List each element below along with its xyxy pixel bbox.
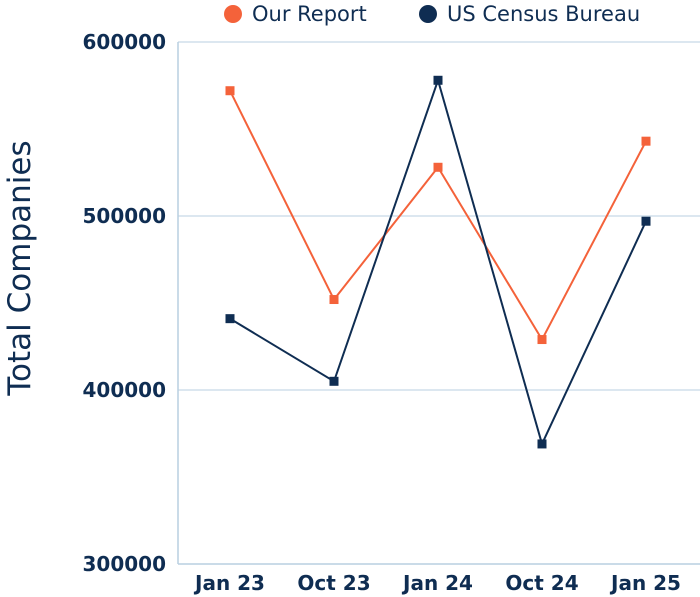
gridlines [178, 41, 700, 391]
axes [177, 42, 700, 565]
data-point-us-census-bureau-4 [641, 216, 651, 226]
series-layer [225, 75, 651, 449]
data-point-our-report-3 [537, 335, 547, 345]
y-tick-label-400000: 400000 [83, 378, 167, 402]
x-tick-label-oct-23: Oct 23 [297, 571, 370, 595]
y-tick-label-500000: 500000 [83, 204, 167, 228]
x-tick-label-jan-24: Jan 24 [401, 571, 473, 595]
data-point-our-report-0 [225, 86, 235, 96]
legend-marker-us-census-bureau [419, 5, 437, 23]
data-point-us-census-bureau-2 [433, 75, 443, 85]
legend: Our Report US Census Bureau [224, 2, 640, 26]
legend-label-us-census-bureau: US Census Bureau [447, 2, 640, 26]
data-point-us-census-bureau-1 [329, 376, 339, 386]
legend-item-us-census-bureau: US Census Bureau [419, 2, 640, 26]
legend-label-our-report: Our Report [252, 2, 367, 26]
legend-item-our-report: Our Report [224, 2, 367, 26]
data-point-our-report-4 [641, 136, 651, 146]
x-tick-label-jan-25: Jan 25 [609, 571, 681, 595]
x-axis-ticks: Jan 23 Oct 23 Jan 24 Oct 24 Jan 25 [193, 571, 681, 595]
series-our-report [225, 86, 651, 345]
y-axis-title: Total Companies [2, 140, 38, 396]
data-point-our-report-2 [433, 162, 443, 172]
data-point-us-census-bureau-3 [537, 439, 547, 449]
x-tick-label-oct-24: Oct 24 [505, 571, 578, 595]
y-axis-ticks: 300000 400000 500000 600000 [83, 30, 167, 576]
data-point-us-census-bureau-0 [225, 314, 235, 324]
data-point-our-report-1 [329, 295, 339, 305]
series-line-our-report [229, 90, 647, 341]
legend-marker-our-report [224, 5, 242, 23]
series-us-census-bureau [225, 75, 651, 449]
y-tick-label-600000: 600000 [83, 30, 167, 54]
x-tick-label-jan-23: Jan 23 [193, 571, 265, 595]
y-tick-label-300000: 300000 [83, 552, 167, 576]
